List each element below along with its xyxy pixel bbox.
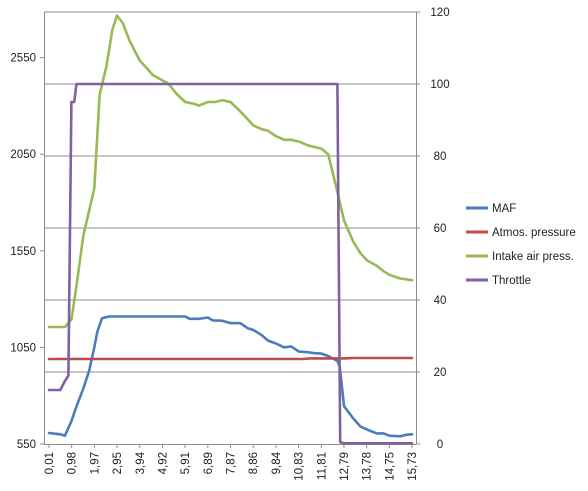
- x-tick-label: 2,95: [112, 452, 124, 474]
- x-tick-label: 10,83: [294, 452, 306, 481]
- x-tick-label: 0,98: [67, 452, 79, 474]
- left-tick-label: 1550: [10, 246, 36, 258]
- right-tick-label: 40: [434, 295, 447, 307]
- legend-label-atmos-pressure: Atmos. pressure: [492, 227, 576, 239]
- left-tick-label: 1050: [10, 342, 36, 354]
- right-tick-label: 80: [434, 151, 447, 163]
- x-tick-label: 11,81: [316, 452, 328, 480]
- right-tick-label: 20: [434, 367, 447, 379]
- x-tick-label: 6,89: [203, 452, 215, 474]
- legend-label-intake-air-press: Intake air press.: [492, 251, 574, 263]
- series-line-atmos-pressure: [47, 356, 414, 361]
- x-tick-label: 0,01: [44, 452, 56, 474]
- plot-area: [47, 14, 414, 445]
- series-line-maf: [47, 315, 414, 438]
- legend-label-maf: MAF: [492, 203, 516, 215]
- x-tick-label: 3,94: [135, 451, 147, 474]
- x-tick-label: 7,87: [226, 452, 238, 474]
- right-tick-label: 120: [430, 7, 449, 19]
- left-tick-label: 2550: [10, 53, 36, 65]
- series-line-intake-air-press: [47, 14, 414, 329]
- left-y-axis: 550 1050 1550 2050 2550: [10, 12, 45, 451]
- right-tick-label: 100: [430, 79, 449, 91]
- x-tick-label: 1,97: [89, 452, 101, 474]
- x-tick-label: 8,86: [248, 452, 260, 474]
- x-axis: 0,01 0,98 1,97 2,95 3,94 4,92 5,91 6,89 7,87 8,86…: [44, 444, 419, 481]
- left-tick-label: 550: [17, 439, 36, 451]
- x-tick-label: 12,79: [339, 452, 351, 481]
- x-tick-label: 13,78: [362, 452, 374, 481]
- legend: MAF Atmos. pressure Intake air press. Throt…: [466, 203, 576, 287]
- x-tick-label: 9,84: [271, 451, 283, 474]
- left-tick-label: 2050: [10, 149, 36, 161]
- gridlines: [44, 11, 416, 373]
- right-tick-label: 0: [437, 439, 443, 451]
- x-tick-label: 5,91: [180, 452, 192, 474]
- series-line-throttle: [47, 82, 414, 445]
- legend-label-throttle: Throttle: [492, 275, 531, 287]
- right-y-axis: 0 20 40 60 80 100 120: [416, 7, 450, 451]
- x-tick-label: 15,73: [407, 452, 419, 481]
- x-tick-label: 4,92: [157, 452, 169, 474]
- right-tick-label: 60: [434, 223, 447, 235]
- x-tick-label: 14,75: [384, 452, 396, 481]
